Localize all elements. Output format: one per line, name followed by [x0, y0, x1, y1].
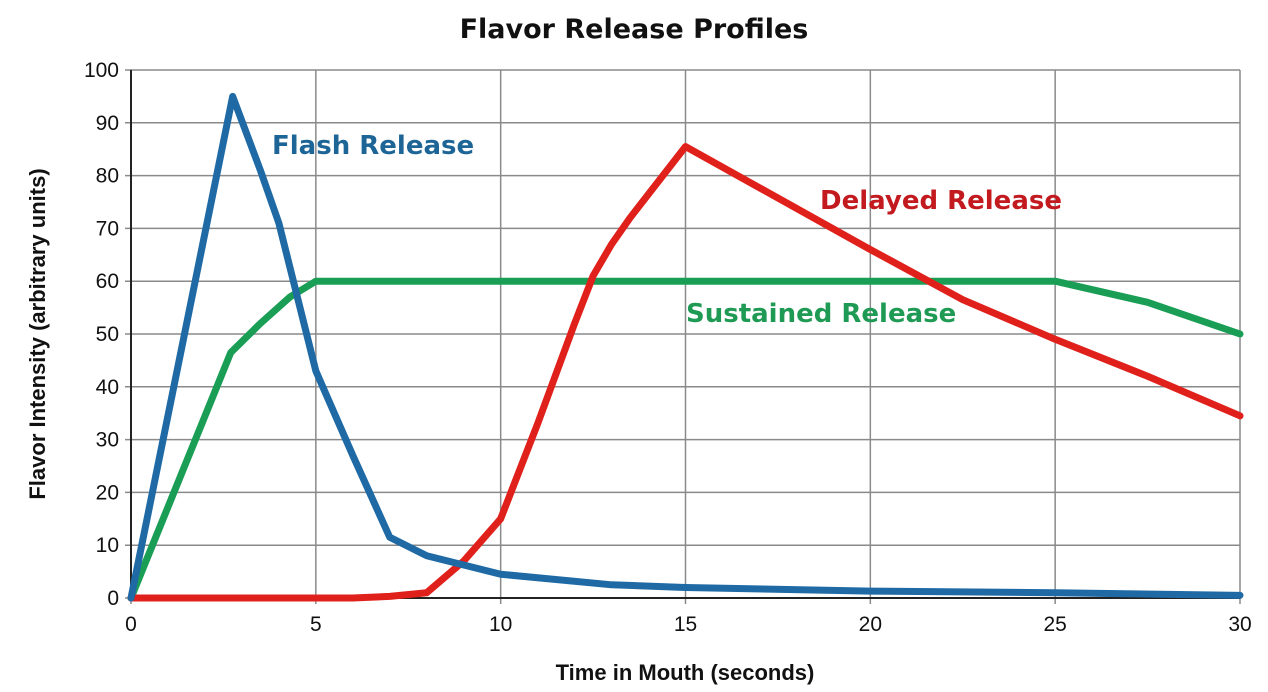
x-tick-label: 0 — [125, 613, 137, 636]
y-tick-label: 80 — [96, 165, 119, 188]
y-tick-label: 60 — [96, 270, 119, 293]
chart-title: Flavor Release Profiles — [460, 14, 809, 45]
x-tick-label: 15 — [674, 613, 697, 636]
y-tick-label: 40 — [96, 376, 119, 399]
series-label-delayed-release: Delayed Release — [820, 186, 1062, 216]
x-tick-label: 25 — [1043, 613, 1066, 636]
x-tick-label: 30 — [1228, 613, 1251, 636]
x-axis-label: Time in Mouth (seconds) — [556, 660, 815, 685]
y-tick-label: 20 — [96, 481, 119, 504]
y-tick-label: 0 — [107, 587, 119, 610]
series-line-delayed-release — [127, 143, 1244, 602]
x-tick-label: 20 — [859, 613, 882, 636]
y-tick-label: 50 — [96, 323, 119, 346]
y-tick-label: 30 — [96, 429, 119, 452]
series-label-flash-release: Flash Release — [272, 131, 474, 161]
series-line-sustained-release — [127, 277, 1244, 602]
series-line-flash-release — [127, 92, 1244, 602]
x-tick-label: 10 — [489, 613, 512, 636]
x-tick-label: 5 — [310, 613, 322, 636]
y-tick-label: 70 — [96, 217, 119, 240]
y-tick-label: 100 — [84, 59, 119, 82]
series-lines — [127, 92, 1244, 602]
series-label-sustained-release: Sustained Release — [686, 299, 956, 329]
y-tick-label: 90 — [96, 112, 119, 135]
y-tick-label: 10 — [96, 534, 119, 557]
y-axis-label: Flavor Intensity (arbitrary units) — [25, 168, 50, 499]
